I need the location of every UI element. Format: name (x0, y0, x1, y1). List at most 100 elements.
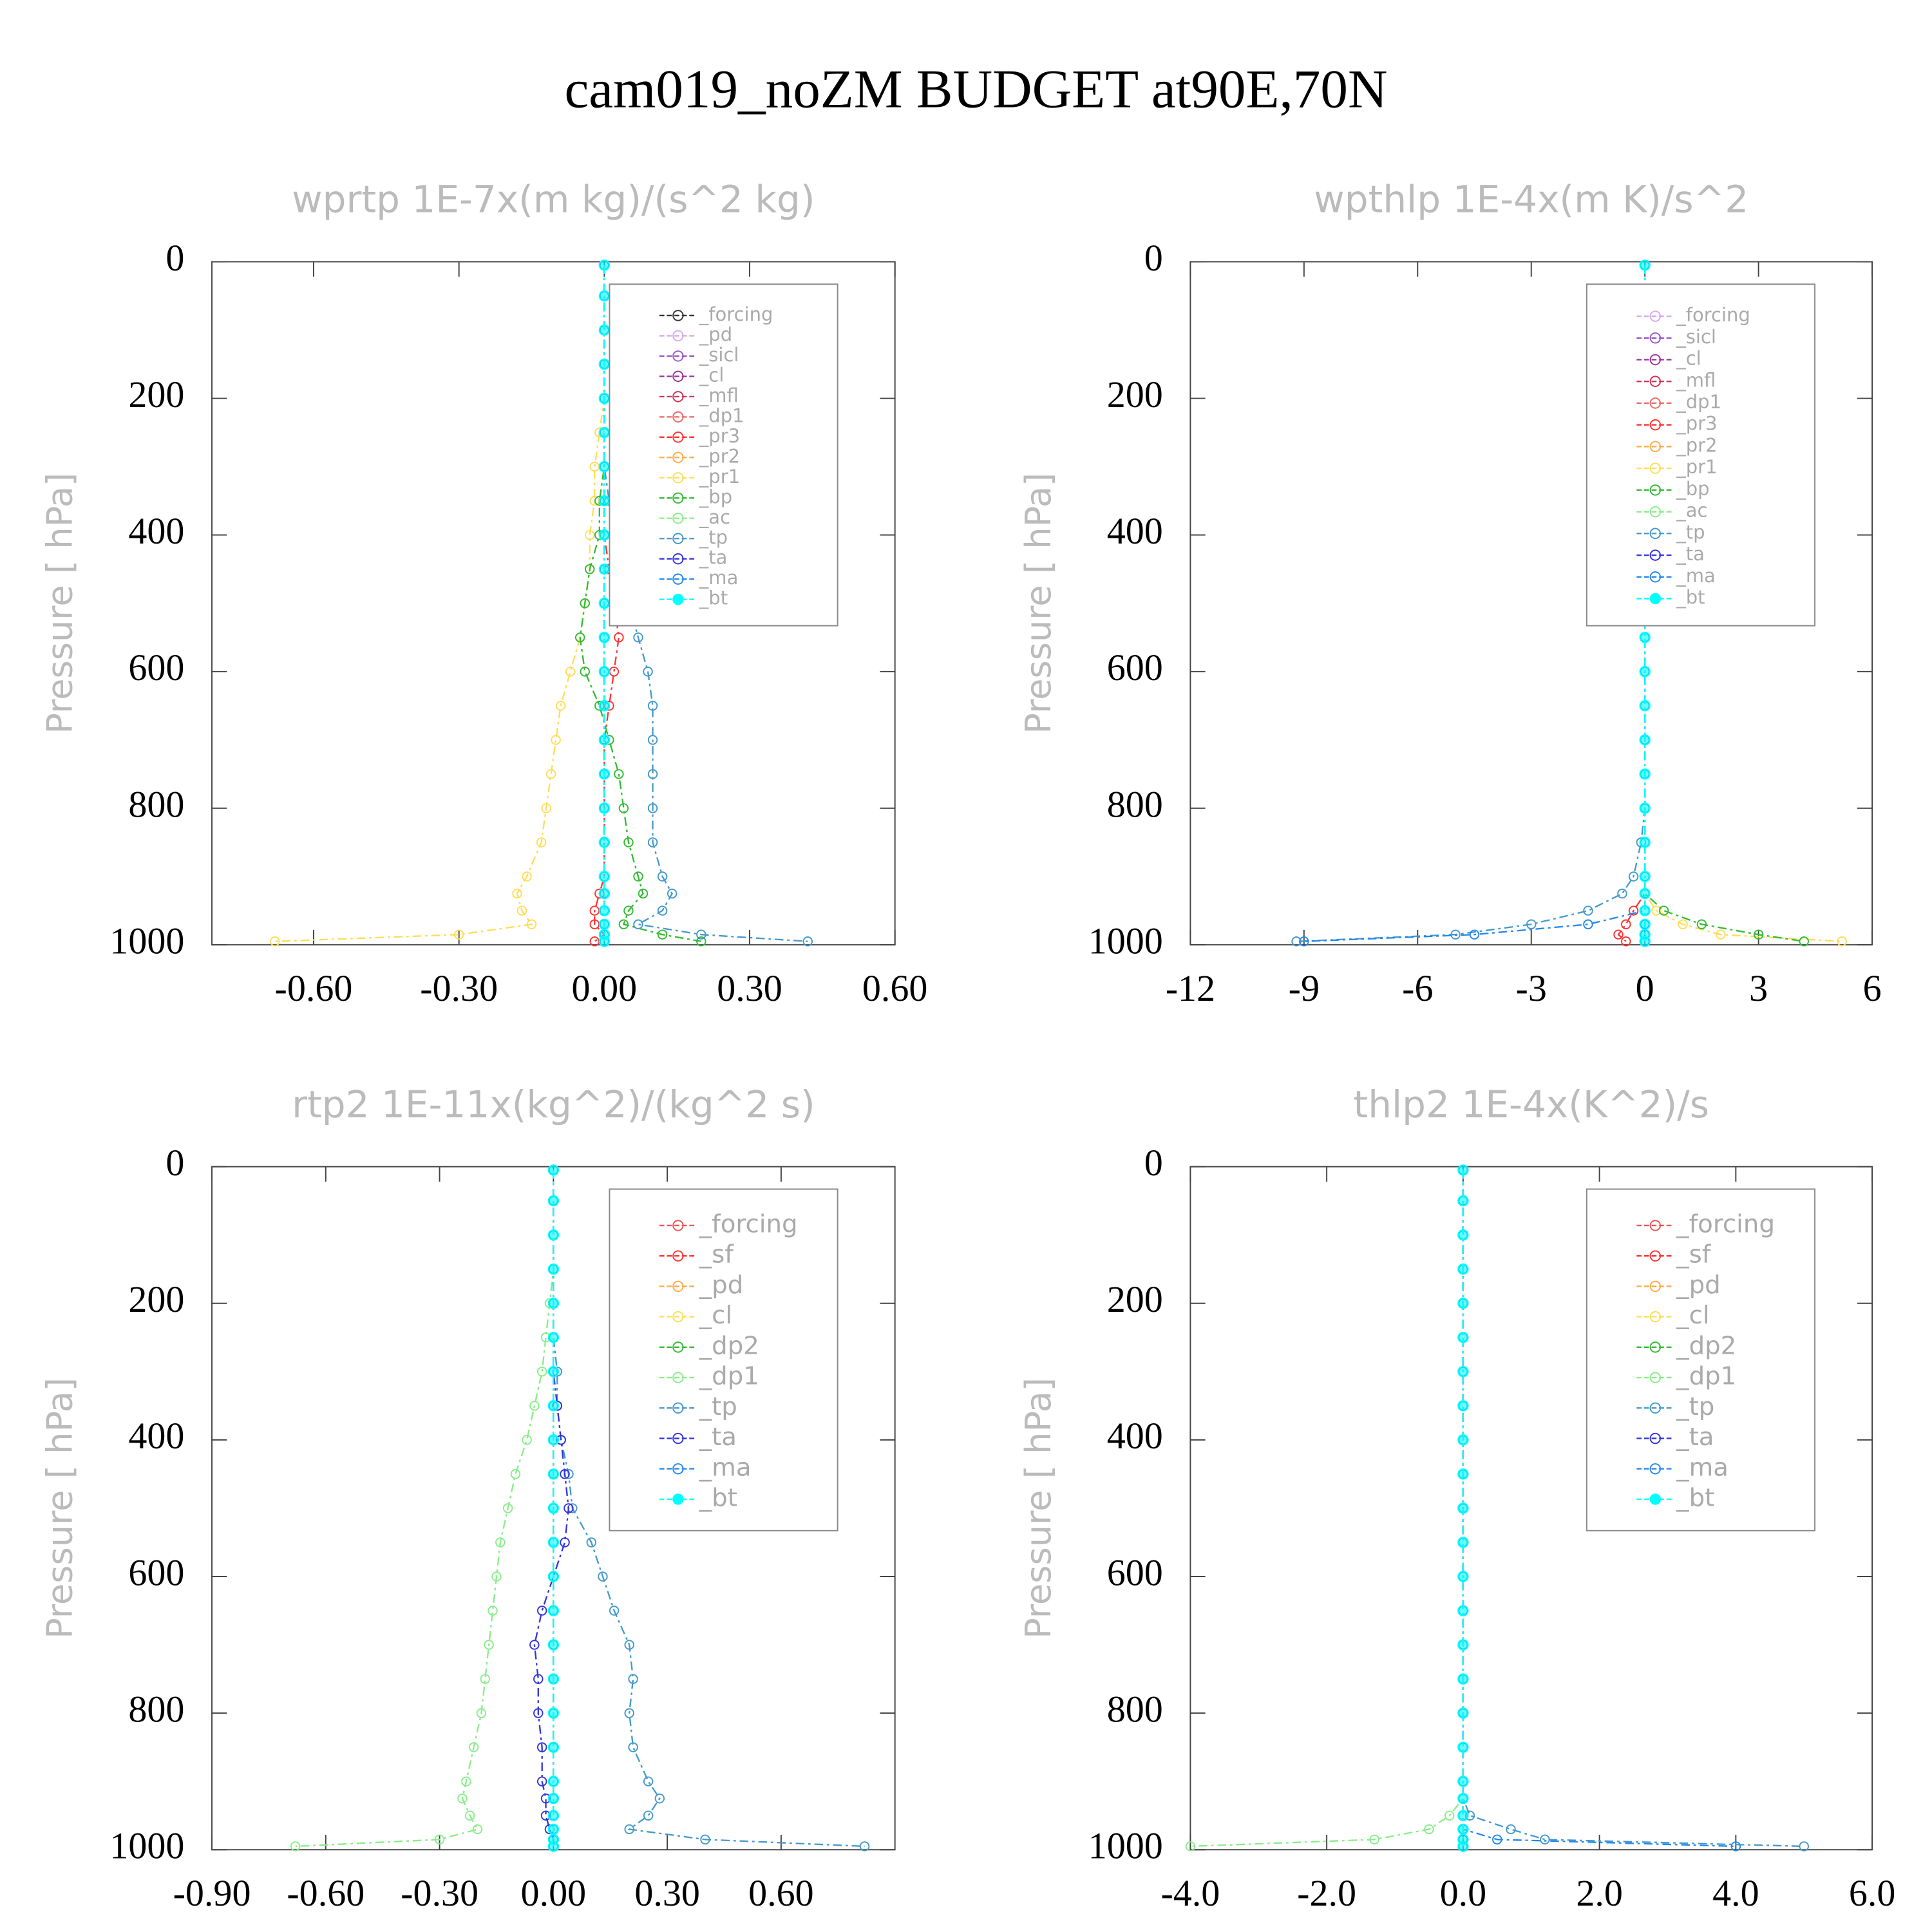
series-marker (614, 632, 624, 643)
legend-marker (672, 573, 684, 585)
y-axis-label: Pressure [ hPa] (39, 1378, 80, 1639)
legend-marker (672, 1280, 684, 1293)
series-marker (547, 1400, 560, 1412)
series-marker (657, 905, 668, 916)
legend-marker (672, 553, 684, 565)
series-marker (667, 888, 677, 899)
series-marker (547, 1571, 560, 1582)
y-tick-label: 800 (1107, 1688, 1163, 1730)
y-tick-label: 0 (1144, 1142, 1163, 1184)
legend-label: _bt (699, 1484, 737, 1513)
series-line (295, 1170, 554, 1848)
legend-marker (672, 472, 684, 484)
series-marker (618, 803, 629, 813)
legend-marker (1649, 1493, 1662, 1505)
legend-label: _dp1 (699, 1362, 759, 1391)
legend-marker (672, 1463, 684, 1475)
x-tick-label: 2.0 (1576, 1872, 1623, 1914)
series-marker (529, 1401, 540, 1411)
series-marker (1621, 919, 1631, 930)
series-marker (1457, 1793, 1469, 1804)
plot-frame (211, 261, 896, 946)
y-tick-label: 1000 (1088, 920, 1163, 961)
series-marker (638, 888, 649, 899)
series-marker (1457, 1434, 1469, 1446)
series-marker (547, 1468, 560, 1480)
series-marker (654, 1793, 665, 1804)
series-marker (547, 1707, 560, 1719)
series-marker (510, 1469, 521, 1479)
series-marker (657, 929, 668, 940)
y-tick-label: 800 (1107, 783, 1163, 825)
series-marker (1639, 260, 1651, 271)
legend-marker (672, 1311, 684, 1323)
series-marker (547, 1298, 560, 1309)
series-marker (270, 936, 280, 947)
series-marker (1583, 919, 1593, 930)
y-tick-label: 800 (128, 1688, 184, 1730)
x-tick-label: 6 (1863, 967, 1882, 1009)
legend-marker (672, 411, 684, 423)
legend-marker (1649, 506, 1662, 518)
series-marker (598, 918, 611, 930)
legend-marker (1649, 592, 1662, 605)
legend-marker (1649, 1220, 1662, 1231)
series-marker (472, 1824, 483, 1835)
series-marker (1457, 1605, 1469, 1616)
legend-label: _pd (699, 323, 732, 345)
legend-marker (672, 310, 684, 321)
legend-box (609, 283, 838, 627)
series-marker (580, 667, 590, 677)
series-marker (598, 358, 611, 370)
y-tick-label: 200 (1107, 1278, 1163, 1320)
series-marker (580, 598, 590, 609)
legend-box (609, 1188, 838, 1531)
series-marker (598, 495, 611, 507)
series-marker (1492, 1834, 1502, 1845)
series-marker (1658, 905, 1669, 916)
series-marker (1696, 919, 1707, 930)
legend-label: _bp (699, 486, 732, 507)
series-marker (1457, 1229, 1469, 1241)
legend-marker (1649, 527, 1662, 540)
y-tick-label: 600 (1107, 1551, 1163, 1593)
x-tick-label: -0.60 (287, 1872, 365, 1914)
series-marker (1457, 1823, 1469, 1835)
series-marker (1424, 1824, 1434, 1835)
y-tick-label: 200 (128, 374, 184, 415)
y-tick-label: 400 (1107, 1415, 1163, 1457)
series-marker (1457, 1639, 1469, 1651)
y-axis-label: Pressure [ hPa] (1018, 473, 1059, 734)
legend-marker (672, 370, 684, 383)
series-marker (1457, 1741, 1469, 1753)
legend-label: _pr1 (699, 466, 740, 488)
y-tick-label: 0 (1144, 237, 1163, 279)
series-marker (1291, 936, 1302, 947)
x-tick-label: 0.00 (521, 1872, 587, 1914)
series-marker (1457, 1537, 1469, 1548)
series-marker (859, 1841, 870, 1852)
series-marker (647, 769, 658, 779)
series-marker (647, 735, 658, 745)
series-marker (1651, 905, 1662, 916)
series-marker (1799, 936, 1809, 947)
legend-marker (1649, 571, 1662, 583)
series-marker (643, 1776, 654, 1786)
legend-label: _dp1 (1676, 1362, 1736, 1391)
series-marker (598, 871, 611, 882)
y-tick-label: 800 (128, 783, 184, 825)
series-marker (1628, 871, 1639, 882)
legend-label: _ma (1676, 565, 1716, 587)
series-marker (1457, 1264, 1469, 1275)
legend-label: _cl (1676, 348, 1701, 370)
legend-label: _tp (1676, 1392, 1714, 1421)
legend-label: _pd (699, 1271, 743, 1300)
legend-label: _mfl (699, 384, 739, 406)
x-tick-label: -0.30 (420, 967, 498, 1009)
series-marker (536, 1367, 547, 1377)
series-marker (547, 1776, 560, 1787)
legend-label: _sf (1676, 1240, 1712, 1269)
legend-marker (672, 350, 684, 362)
legend-marker (1649, 462, 1662, 474)
